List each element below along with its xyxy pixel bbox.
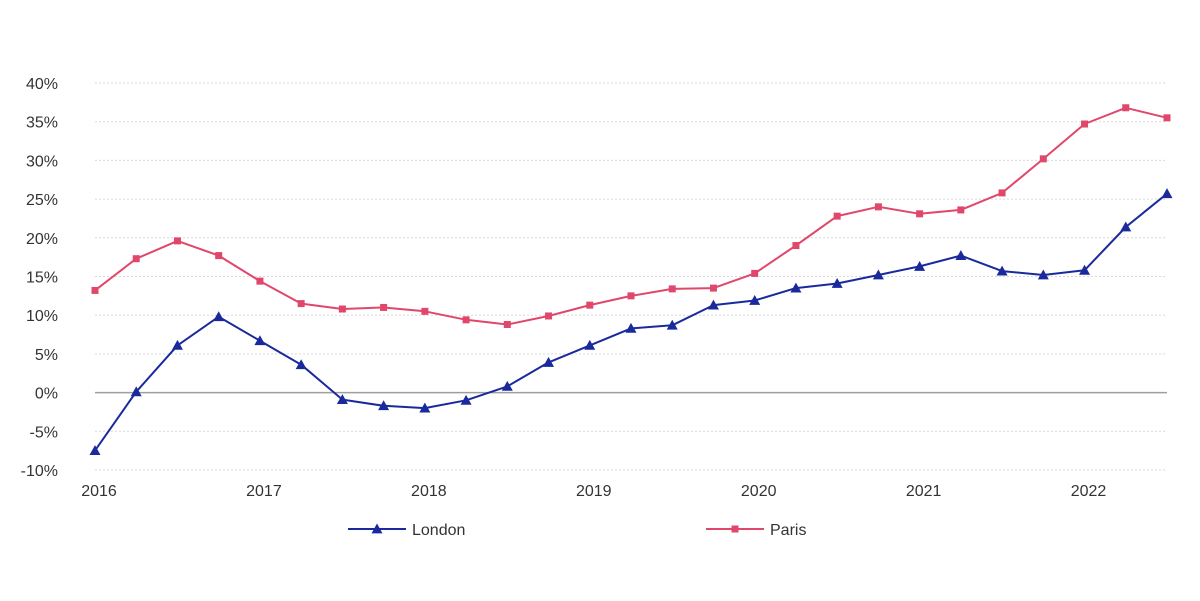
- paris-line: [94, 106, 1168, 326]
- paris-point: [627, 292, 635, 300]
- london-series: [89, 188, 1173, 456]
- london-point: [625, 322, 637, 333]
- paris-point: [1122, 104, 1130, 112]
- paris-point: [1081, 120, 1089, 128]
- paris-point: [916, 210, 924, 218]
- x-tick-label: 2022: [1071, 483, 1107, 500]
- paris-point: [380, 303, 388, 311]
- y-tick-label: 0%: [35, 386, 58, 403]
- x-tick-label: 2017: [246, 483, 282, 500]
- london-point: [171, 339, 183, 350]
- series-group: [89, 104, 1173, 456]
- paris-point: [792, 242, 800, 250]
- london-point: [543, 356, 555, 367]
- london-point: [914, 260, 926, 271]
- y-tick-label: -5%: [30, 424, 58, 441]
- london-point: [1079, 264, 1091, 275]
- legend: London Paris: [348, 522, 806, 539]
- x-tick-label: 2018: [411, 483, 447, 500]
- paris-point: [173, 237, 181, 245]
- london-point: [213, 311, 225, 322]
- paris-point: [1163, 114, 1171, 122]
- london-point: [831, 277, 843, 288]
- y-tick-label: 40%: [26, 76, 58, 93]
- paris-point: [586, 301, 594, 309]
- x-axis-tick-labels: 2016 2017 2018 2019 2020 2021 2022: [81, 483, 1106, 500]
- legend-item-paris: Paris: [706, 522, 806, 539]
- london-point: [790, 282, 802, 293]
- london-point: [378, 400, 390, 411]
- paris-point: [256, 277, 264, 285]
- legend-label: Paris: [770, 522, 806, 539]
- london-point: [130, 386, 142, 397]
- x-tick-label: 2019: [576, 483, 612, 500]
- legend-swatch-marker: [731, 525, 739, 533]
- x-tick-label: 2016: [81, 483, 117, 500]
- london-point: [419, 402, 431, 413]
- legend-label: London: [412, 522, 465, 539]
- paris-point: [462, 316, 470, 324]
- y-tick-label: 30%: [26, 153, 58, 170]
- paris-point: [421, 307, 429, 315]
- y-tick-label: -10%: [21, 463, 58, 480]
- london-point: [955, 250, 967, 261]
- london-point: [89, 445, 101, 456]
- paris-point: [545, 312, 553, 320]
- legend-swatch-marker: [371, 523, 383, 534]
- paris-point: [957, 206, 965, 214]
- london-point: [1037, 269, 1049, 280]
- paris-point: [751, 269, 759, 277]
- london-point: [460, 394, 472, 405]
- y-tick-label: 35%: [26, 115, 58, 132]
- paris-point: [297, 300, 305, 308]
- london-line: [94, 192, 1168, 452]
- london-point: [1120, 221, 1132, 232]
- london-point: [336, 394, 348, 404]
- london-point: [749, 294, 761, 305]
- paris-point: [668, 285, 676, 293]
- y-tick-label: 5%: [35, 347, 58, 364]
- y-tick-label: 10%: [26, 308, 58, 325]
- london-point: [872, 269, 884, 280]
- paris-point: [833, 212, 841, 220]
- london-point: [254, 335, 266, 346]
- paris-point: [91, 286, 99, 294]
- london-point: [501, 380, 513, 391]
- london-point: [295, 359, 307, 370]
- london-point: [707, 299, 719, 310]
- paris-point: [1039, 155, 1047, 163]
- london-point: [1161, 188, 1173, 199]
- y-axis-tick-labels: -10% -5% 0% 5% 10% 15% 20% 25% 30% 35% 40%: [21, 76, 58, 480]
- paris-point: [709, 284, 717, 292]
- x-tick-label: 2021: [906, 483, 942, 500]
- london-point: [996, 265, 1008, 276]
- y-tick-label: 25%: [26, 192, 58, 209]
- paris-point: [338, 305, 346, 313]
- paris-series: [91, 104, 1171, 328]
- y-tick-label: 20%: [26, 231, 58, 248]
- y-tick-label: 15%: [26, 270, 58, 287]
- paris-point: [215, 252, 223, 260]
- legend-item-london: London: [348, 522, 465, 539]
- paris-point: [874, 203, 882, 211]
- paris-point: [132, 255, 140, 263]
- paris-point: [503, 320, 511, 328]
- x-tick-label: 2020: [741, 483, 777, 500]
- london-point: [666, 319, 678, 330]
- paris-point: [998, 189, 1006, 197]
- london-point: [584, 339, 596, 350]
- gridlines: [95, 82, 1167, 471]
